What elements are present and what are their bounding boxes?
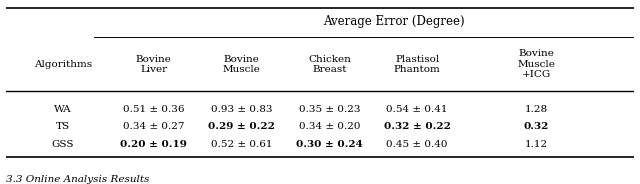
Text: 0.30 ± 0.24: 0.30 ± 0.24 xyxy=(296,140,363,149)
Text: Bovine
Muscle
+ICG: Bovine Muscle +ICG xyxy=(518,49,556,79)
Text: WA: WA xyxy=(54,105,72,114)
Text: 0.20 ± 0.19: 0.20 ± 0.19 xyxy=(120,140,188,149)
Text: 0.32: 0.32 xyxy=(524,122,549,131)
Text: Chicken
Breast: Chicken Breast xyxy=(308,55,351,74)
Text: 0.29 ± 0.22: 0.29 ± 0.22 xyxy=(208,122,275,131)
Text: Bovine
Muscle: Bovine Muscle xyxy=(223,55,260,74)
Text: 1.12: 1.12 xyxy=(525,140,548,149)
Text: 0.52 ± 0.61: 0.52 ± 0.61 xyxy=(211,140,273,149)
Text: GSS: GSS xyxy=(52,140,74,149)
Text: 3.3 Online Analysis Results: 3.3 Online Analysis Results xyxy=(6,175,150,184)
Text: TS: TS xyxy=(56,122,70,131)
Text: 0.34 ± 0.27: 0.34 ± 0.27 xyxy=(123,122,184,131)
Text: Bovine
Liver: Bovine Liver xyxy=(136,55,172,74)
Text: 0.32 ± 0.22: 0.32 ± 0.22 xyxy=(384,122,451,131)
Text: 0.35 ± 0.23: 0.35 ± 0.23 xyxy=(299,105,360,114)
Text: 0.51 ± 0.36: 0.51 ± 0.36 xyxy=(123,105,184,114)
Text: Plastisol
Phantom: Plastisol Phantom xyxy=(394,55,440,74)
Text: 0.34 ± 0.20: 0.34 ± 0.20 xyxy=(299,122,360,131)
Text: Algorithms: Algorithms xyxy=(34,60,92,69)
Text: 1.28: 1.28 xyxy=(525,105,548,114)
Text: 0.45 ± 0.40: 0.45 ± 0.40 xyxy=(387,140,448,149)
Text: 0.54 ± 0.41: 0.54 ± 0.41 xyxy=(387,105,448,114)
Text: Average Error (Degree): Average Error (Degree) xyxy=(323,15,465,28)
Text: 0.93 ± 0.83: 0.93 ± 0.83 xyxy=(211,105,273,114)
